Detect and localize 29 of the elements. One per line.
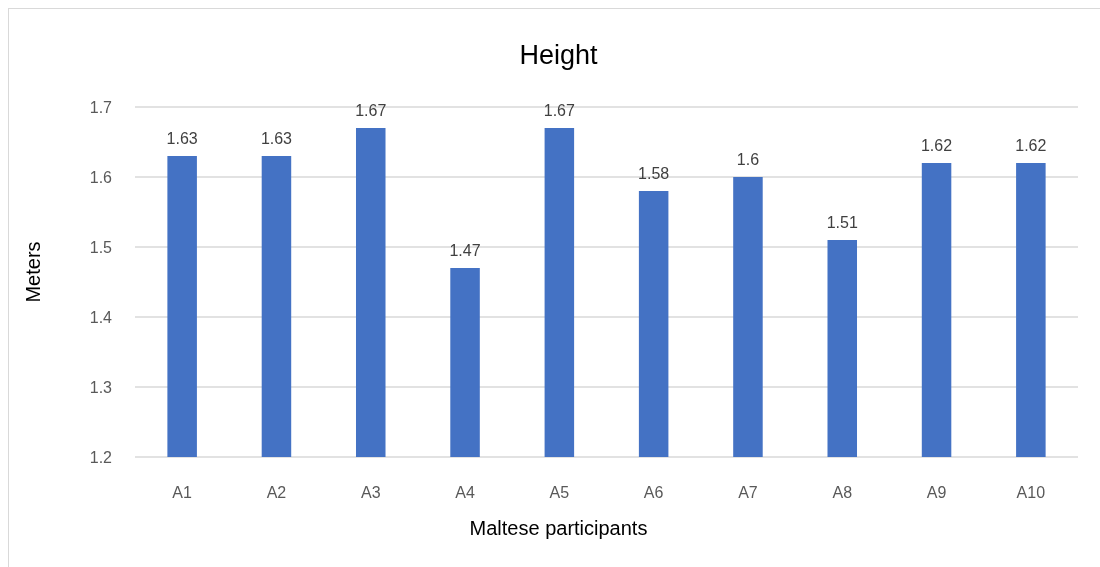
x-tick-label: A7: [738, 483, 758, 501]
x-tick-label: A8: [832, 483, 853, 501]
x-tick-label: A2: [266, 483, 287, 501]
data-label: 1.62: [1015, 137, 1047, 154]
y-tick-label: 1.5: [89, 238, 113, 256]
x-tick-label: A5: [549, 483, 570, 501]
x-axis-title: Maltese participants: [469, 517, 648, 539]
data-label: 1.62: [920, 137, 953, 154]
y-tick-label: 1.7: [89, 98, 113, 116]
y-tick-label: 1.4: [89, 308, 113, 326]
data-label: 1.47: [449, 242, 481, 259]
y-tick-label: 1.3: [89, 378, 113, 396]
x-tick-label: A3: [360, 483, 381, 501]
data-label: 1.63: [166, 130, 198, 147]
data-label: 1.63: [260, 130, 293, 147]
x-tick-label: A6: [643, 483, 664, 501]
data-label: 1.51: [826, 214, 858, 231]
data-label: 1.67: [543, 102, 576, 119]
data-label: 1.58: [638, 165, 670, 182]
data-label: 1.6: [736, 151, 760, 168]
x-tick-label: A10: [1016, 483, 1046, 501]
x-tick-label: A4: [455, 483, 475, 501]
data-label: 1.67: [355, 102, 387, 119]
y-axis-title: Meters: [22, 241, 44, 303]
y-tick-label: 1.2: [89, 448, 113, 466]
x-tick-label: A9: [926, 483, 947, 501]
y-tick-label: 1.6: [89, 168, 113, 186]
chart-title: Height: [519, 40, 599, 70]
x-tick-label: A1: [172, 483, 193, 501]
